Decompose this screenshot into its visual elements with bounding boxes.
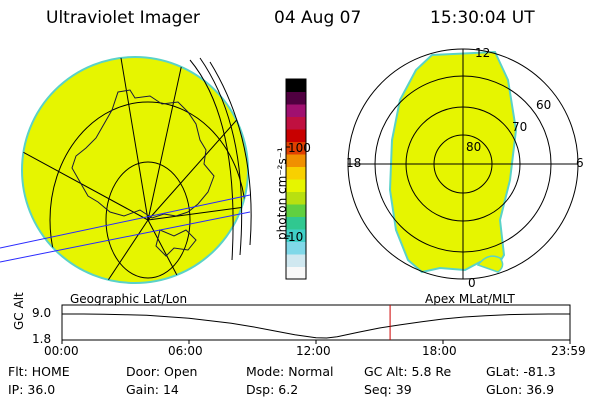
mlat-label-80: 80 <box>466 140 482 154</box>
info-glon-value: 36.9 <box>526 382 555 397</box>
info-gc-alt-value: 5.8 Re <box>411 364 452 379</box>
polar-fill-lobe <box>476 255 504 273</box>
info-flt-value: HOME <box>31 364 70 379</box>
info-glat-value: -81.3 <box>523 364 556 379</box>
colorbar-stop <box>286 266 306 280</box>
geo-meridian-1 <box>117 57 149 221</box>
mlat-label-70: 70 <box>512 120 528 134</box>
geo-magnetic-line-1 <box>0 194 251 249</box>
colorbar-stop <box>286 116 306 130</box>
geo-lat-circle-inner <box>105 161 191 279</box>
info-mode-value: Normal <box>288 364 334 379</box>
info-ip: IP: 36.0 <box>8 382 56 397</box>
info-ip-value: 36.0 <box>27 382 56 397</box>
geo-coastline <box>71 89 215 219</box>
colorbar-stop <box>286 229 306 242</box>
info-door-value: Open <box>164 364 198 379</box>
info-seq-value: 39 <box>395 382 412 397</box>
colorbar-frame <box>285 78 307 280</box>
geo-meridian-7 <box>94 219 149 283</box>
mlat-label-60: 60 <box>536 98 552 112</box>
altitude-chart <box>61 304 571 344</box>
instrument-title: Ultraviolet Imager <box>46 8 200 28</box>
altitude-xtick-23-59: 23:59 <box>551 344 586 358</box>
colorbar-stop <box>286 254 306 267</box>
info-gc-alt: GC Alt: 5.8 Re <box>364 364 452 379</box>
geo-outer-arc-2 <box>199 57 243 256</box>
mlt-label-0: 0 <box>468 276 476 290</box>
polar-map <box>347 48 579 280</box>
info-mode: Mode: Normal <box>246 364 334 379</box>
altitude-ylabel: GC Alt <box>12 292 26 330</box>
altitude-ytick-1-8: 1.8 <box>32 332 52 346</box>
geo-map-label: Geographic Lat/Lon <box>70 292 188 306</box>
info-gain-value: 14 <box>162 382 179 397</box>
polar-map-label: Apex MLat/MLT <box>425 292 515 306</box>
colorbar-tick-100-label: 100 <box>288 141 311 155</box>
geo-outer-arc-3 <box>209 61 252 246</box>
info-gain: Gain: 14 <box>126 382 179 397</box>
colorbar-stop <box>286 241 306 255</box>
colorbar-stop <box>286 104 306 117</box>
colorbar-stop <box>286 191 306 205</box>
colorbar <box>285 78 307 280</box>
altitude-xtick-0: 00:00 <box>44 344 79 358</box>
mlt-label-18: 18 <box>346 156 362 170</box>
info-door: Door: Open <box>126 364 198 379</box>
geo-magnetic-line-2 <box>0 211 251 263</box>
colorbar-stop <box>286 129 306 142</box>
geo-meridian-6 <box>147 219 191 283</box>
colorbar-stop <box>286 141 306 155</box>
mlt-label-12: 12 <box>475 46 491 60</box>
polar-fill <box>388 50 518 274</box>
colorbar-stops <box>286 79 306 280</box>
altitude-ytick-9: 9.0 <box>32 306 52 320</box>
time-label: 15:30:04 UT <box>430 8 535 28</box>
altitude-xtick-6: 06:00 <box>168 344 203 358</box>
colorbar-stop <box>286 166 306 180</box>
info-glon: GLon: 36.9 <box>486 382 555 397</box>
geo-meridian-2 <box>147 57 187 221</box>
info-flt: Flt: HOME <box>8 364 70 379</box>
colorbar-stop <box>286 204 306 217</box>
info-glat: GLat: -81.3 <box>486 364 556 379</box>
mlt-label-6: 6 <box>576 156 584 170</box>
colorbar-unit-label: photon cm⁻²s⁻¹ <box>275 147 289 240</box>
colorbar-stop <box>286 216 306 230</box>
geographic-map <box>0 56 252 284</box>
geo-meridian-3 <box>147 104 248 221</box>
altitude-series-line <box>62 313 570 339</box>
info-dsp-value: 6.2 <box>278 382 299 397</box>
colorbar-stop <box>286 79 306 92</box>
colorbar-stop <box>286 154 306 167</box>
info-seq: Seq: 39 <box>364 382 412 397</box>
altitude-plot-frame <box>61 304 571 341</box>
date-label: 04 Aug 07 <box>274 8 362 28</box>
geo-meridian-5 <box>22 144 149 221</box>
colorbar-tick-10-label: 10 <box>288 230 304 244</box>
altitude-xtick-12: 12:00 <box>296 344 331 358</box>
info-dsp: Dsp: 6.2 <box>246 382 299 397</box>
altitude-xtick-18: 18:00 <box>422 344 457 358</box>
altitude-x-ticks <box>61 340 571 344</box>
colorbar-stop <box>286 91 306 105</box>
geo-outer-arc-1 <box>189 59 234 261</box>
colorbar-stop <box>286 179 306 192</box>
geo-coast-peninsula <box>155 229 197 257</box>
